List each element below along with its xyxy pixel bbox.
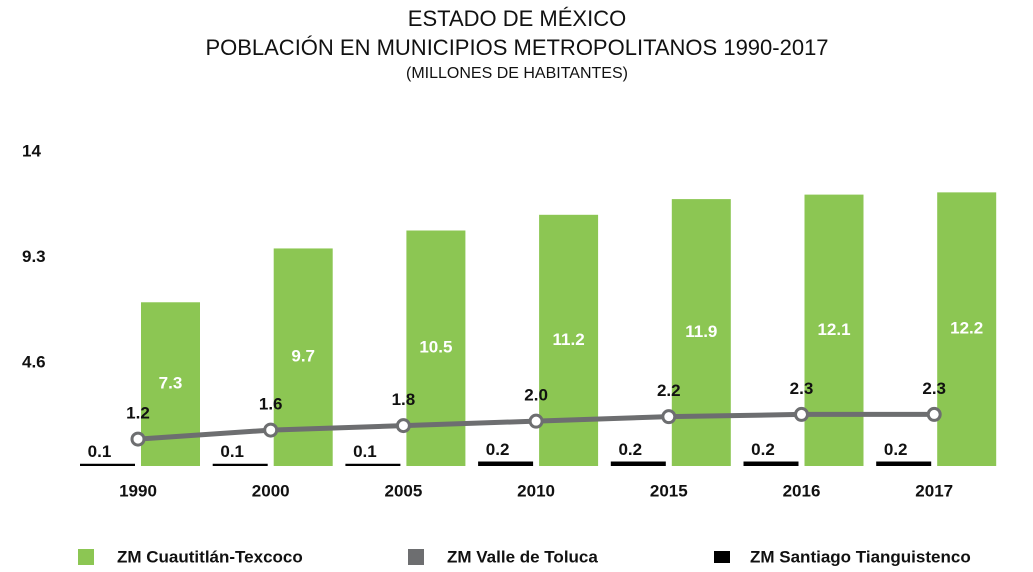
line-marker [794, 406, 809, 422]
chart-title: POBLACIÓN EN MUNICIPIOS METROPOLITANOS 1… [205, 35, 828, 60]
bar [539, 214, 599, 466]
data-label: 2.2 [657, 381, 681, 400]
legend-label: ZM Valle de Toluca [447, 547, 598, 566]
x-tick-label: 2015 [650, 481, 688, 500]
data-label: 0.2 [884, 440, 908, 459]
x-tick-label: 2017 [915, 481, 953, 500]
data-label: 10.5 [419, 338, 452, 357]
bar [478, 461, 534, 466]
legend-swatch [78, 549, 94, 565]
line-marker [130, 431, 146, 447]
line-marker [528, 413, 544, 429]
bar [804, 194, 864, 466]
data-label: 7.3 [159, 374, 183, 393]
line-marker [395, 418, 411, 434]
data-label: 1.8 [392, 390, 416, 409]
bar [345, 463, 401, 466]
bar [743, 461, 799, 466]
x-tick-label: 2016 [783, 481, 821, 500]
bar [671, 199, 731, 466]
bar [80, 463, 135, 466]
data-label: 11.2 [553, 330, 585, 349]
x-tick-label: 2005 [384, 481, 422, 500]
data-label: 0.1 [353, 442, 377, 461]
data-label: 2.3 [790, 379, 814, 398]
chart-subtitle: (MILLONES DE HABITANTES) [406, 65, 628, 82]
bar [610, 461, 666, 466]
bar [212, 463, 268, 466]
line-marker [263, 422, 279, 438]
data-label: 1.2 [126, 404, 150, 423]
x-tick-label: 2010 [517, 481, 555, 500]
legend-label: ZM Santiago Tianguistenco [750, 547, 971, 566]
y-tick-label: 14 [22, 141, 41, 160]
data-label: 0.1 [220, 442, 244, 461]
x-tick-label: 1990 [119, 481, 157, 500]
data-label: 12.2 [950, 319, 983, 338]
legend-label: ZM Cuautitlán-Texcoco [117, 547, 303, 566]
data-label: 0.2 [751, 440, 775, 459]
line-marker [661, 409, 677, 425]
legend-swatch [408, 549, 424, 565]
y-tick-label: 9.3 [22, 247, 46, 266]
data-label: 1.6 [259, 395, 283, 414]
bar [876, 461, 932, 466]
data-label: 0.1 [88, 442, 112, 461]
data-label: 2.0 [524, 386, 548, 405]
chart-title: ESTADO DE MÉXICO [408, 6, 626, 31]
data-label: 11.9 [685, 322, 717, 341]
data-label: 9.7 [291, 347, 315, 366]
data-label: 2.3 [922, 379, 946, 398]
x-tick-label: 2000 [252, 481, 290, 500]
y-tick-label: 4.6 [22, 352, 46, 371]
data-label: 0.2 [486, 440, 510, 459]
data-label: 0.2 [618, 440, 642, 459]
bar [937, 192, 997, 466]
legend-swatch [714, 551, 730, 563]
line-marker [926, 406, 942, 422]
data-label: 12.1 [817, 320, 850, 339]
